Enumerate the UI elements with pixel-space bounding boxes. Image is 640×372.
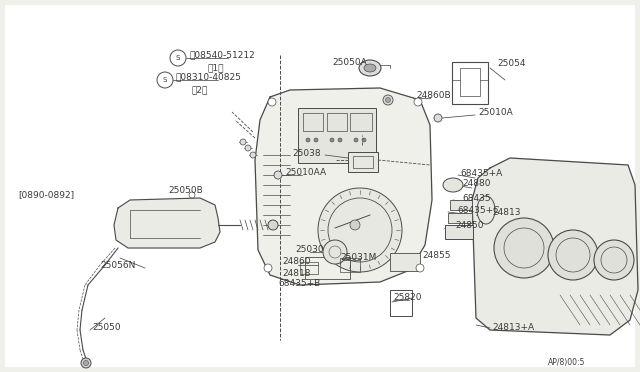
Bar bbox=[327, 113, 347, 131]
Ellipse shape bbox=[443, 178, 463, 192]
Circle shape bbox=[414, 98, 422, 106]
Bar bbox=[303, 113, 323, 131]
Bar bbox=[353, 156, 373, 168]
Circle shape bbox=[354, 138, 358, 142]
Circle shape bbox=[362, 138, 366, 142]
Text: S: S bbox=[176, 55, 180, 61]
Text: 68435+B: 68435+B bbox=[278, 279, 320, 289]
Circle shape bbox=[494, 218, 554, 278]
Bar bbox=[390, 253, 420, 271]
Circle shape bbox=[330, 138, 334, 142]
Circle shape bbox=[250, 152, 256, 158]
Circle shape bbox=[268, 220, 278, 230]
Bar bbox=[305, 257, 350, 279]
Polygon shape bbox=[472, 158, 638, 335]
Circle shape bbox=[81, 358, 91, 368]
Text: 24813: 24813 bbox=[492, 208, 520, 217]
Text: 25050B: 25050B bbox=[168, 186, 203, 195]
Polygon shape bbox=[255, 88, 432, 285]
Bar bbox=[340, 258, 360, 272]
Circle shape bbox=[245, 145, 251, 151]
Text: 25050: 25050 bbox=[92, 324, 120, 333]
Text: 24880: 24880 bbox=[462, 179, 490, 187]
Text: 25038: 25038 bbox=[292, 148, 321, 157]
Circle shape bbox=[318, 188, 402, 272]
Text: 25030: 25030 bbox=[295, 246, 324, 254]
Circle shape bbox=[350, 220, 360, 230]
Text: S: S bbox=[163, 77, 167, 83]
Polygon shape bbox=[114, 198, 220, 248]
Text: （2）: （2） bbox=[192, 86, 209, 94]
Text: 25050A: 25050A bbox=[332, 58, 367, 67]
Circle shape bbox=[274, 171, 282, 179]
Ellipse shape bbox=[359, 60, 381, 76]
Circle shape bbox=[83, 360, 88, 366]
Circle shape bbox=[594, 240, 634, 280]
Ellipse shape bbox=[364, 64, 376, 72]
Text: 24818: 24818 bbox=[282, 269, 310, 278]
Bar bbox=[390, 290, 412, 316]
Circle shape bbox=[548, 230, 598, 280]
Bar bbox=[350, 113, 372, 131]
Text: [0890-0892]: [0890-0892] bbox=[18, 190, 74, 199]
Circle shape bbox=[385, 97, 390, 103]
Bar bbox=[298, 108, 376, 163]
Text: 24860B: 24860B bbox=[416, 90, 451, 99]
Text: 25054: 25054 bbox=[497, 58, 525, 67]
Bar bbox=[348, 152, 378, 172]
Circle shape bbox=[264, 264, 272, 272]
Text: 68435+A: 68435+A bbox=[460, 169, 502, 177]
Circle shape bbox=[170, 50, 186, 66]
Text: 68435+C: 68435+C bbox=[457, 205, 499, 215]
Text: 25010A: 25010A bbox=[478, 108, 513, 116]
Circle shape bbox=[240, 139, 246, 145]
Text: 68435: 68435 bbox=[462, 193, 491, 202]
Text: Ⓢ08540-51212: Ⓢ08540-51212 bbox=[190, 51, 256, 60]
Bar bbox=[452, 62, 488, 104]
Circle shape bbox=[157, 72, 173, 88]
Text: 24850: 24850 bbox=[455, 221, 483, 230]
Circle shape bbox=[416, 264, 424, 272]
Circle shape bbox=[434, 114, 442, 122]
Text: 24855: 24855 bbox=[422, 251, 451, 260]
Circle shape bbox=[189, 192, 195, 198]
Circle shape bbox=[314, 138, 318, 142]
Circle shape bbox=[323, 240, 347, 264]
Text: AP/8)00:5: AP/8)00:5 bbox=[548, 357, 586, 366]
Bar bbox=[448, 213, 472, 223]
Bar bbox=[300, 262, 318, 274]
Circle shape bbox=[338, 138, 342, 142]
Text: 24813+A: 24813+A bbox=[492, 324, 534, 333]
Text: 25010AA: 25010AA bbox=[285, 167, 326, 176]
Text: Ⓢ08310-40825: Ⓢ08310-40825 bbox=[175, 73, 241, 81]
Bar bbox=[445, 225, 473, 239]
Bar bbox=[460, 68, 480, 96]
Ellipse shape bbox=[477, 196, 495, 224]
Circle shape bbox=[383, 95, 393, 105]
Text: 25031M: 25031M bbox=[340, 253, 376, 263]
Text: 25056N: 25056N bbox=[100, 260, 136, 269]
Circle shape bbox=[268, 98, 276, 106]
Circle shape bbox=[306, 138, 310, 142]
FancyBboxPatch shape bbox=[5, 5, 635, 367]
Text: 25820: 25820 bbox=[393, 294, 422, 302]
Text: （1）: （1） bbox=[207, 64, 223, 73]
Text: 24860: 24860 bbox=[282, 257, 310, 266]
Bar bbox=[450, 200, 472, 210]
